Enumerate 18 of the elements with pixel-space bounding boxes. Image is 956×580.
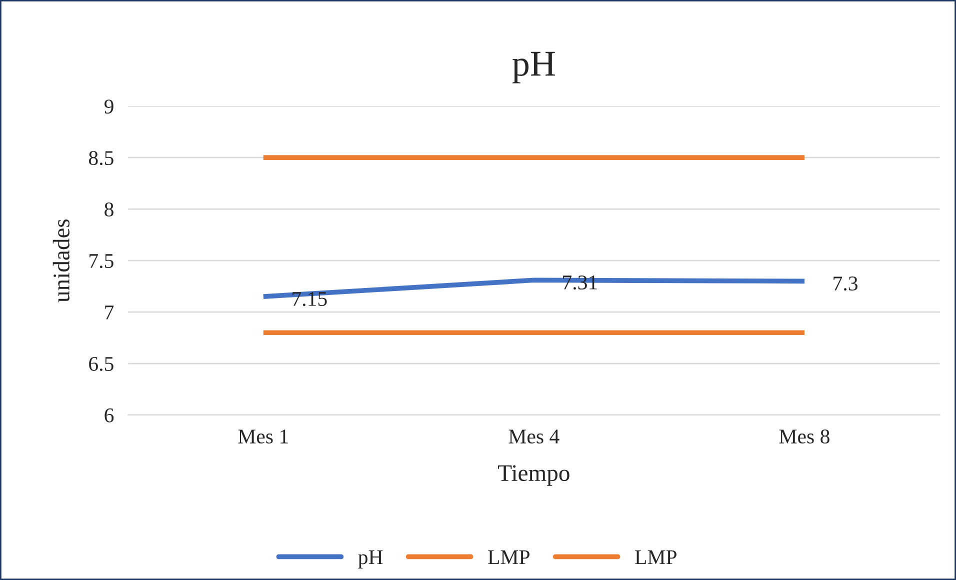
legend-label: LMP xyxy=(635,550,676,564)
y-tick-label: 9 xyxy=(104,100,114,114)
y-axis-title: unidades xyxy=(52,219,70,302)
y-tick-label: 7.5 xyxy=(90,254,114,268)
y-tick-label: 8.5 xyxy=(88,150,114,166)
y-tick-label: 7 xyxy=(105,306,114,320)
legend-label: pH xyxy=(358,550,383,568)
data-label: 7.15 xyxy=(292,292,327,306)
data-label: 7.3 xyxy=(834,276,858,291)
x-tick-label: Mes 8 xyxy=(779,429,830,444)
legend-label: LMP xyxy=(488,550,530,564)
chart-title: pH xyxy=(512,52,555,84)
y-tick-label: 8 xyxy=(104,202,114,217)
y-tick-label: 6.5 xyxy=(89,356,114,372)
y-tick-label: 6 xyxy=(104,408,114,422)
x-axis-title: Tiempo xyxy=(498,465,570,486)
x-tick-label: Mes 1 xyxy=(238,430,288,444)
x-tick-label: Mes 4 xyxy=(508,430,560,444)
